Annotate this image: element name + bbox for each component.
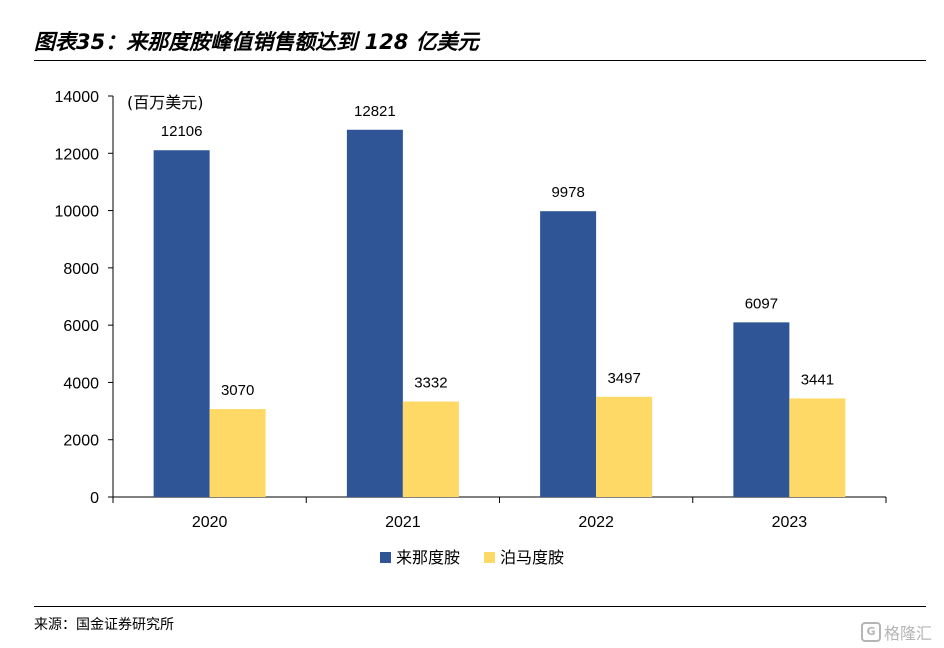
data-label: 3441 (801, 371, 834, 388)
legend-label: 泊马度胺 (500, 548, 564, 567)
bar (153, 150, 210, 497)
bar (789, 398, 846, 497)
x-tick-label: 2020 (192, 514, 228, 531)
watermark-logo-icon: G (860, 622, 881, 642)
x-tick-label: 2022 (578, 514, 614, 531)
legend: 来那度胺 泊马度胺 (380, 548, 564, 567)
legend-swatch (484, 552, 495, 563)
y-tick-label: 14000 (55, 89, 100, 106)
y-tick-label: 4000 (63, 375, 99, 392)
bar (346, 129, 403, 497)
y-tick-label: 10000 (55, 204, 100, 221)
y-tick-label: 6000 (63, 318, 99, 335)
x-tick-label: 2021 (385, 514, 421, 531)
data-label: 12106 (161, 123, 203, 140)
bar (540, 211, 597, 497)
chart-title: 图表35：来那度胺峰值销售额达到 128 亿美元 (34, 30, 479, 54)
data-label: 12821 (354, 103, 396, 120)
x-axis: 2020 2021 2022 2023 (112, 496, 887, 531)
legend-label: 来那度胺 (396, 548, 460, 567)
data-label: 9978 (551, 184, 584, 201)
y-axis: 0 2000 4000 6000 8000 10000 12000 14000 (55, 89, 114, 507)
y-tick-label: 8000 (63, 261, 99, 278)
source-note: 来源：国金证券研究所 (34, 617, 174, 633)
watermark: G 格隆汇 (860, 620, 932, 644)
title-divider (34, 60, 926, 61)
data-label: 6097 (745, 295, 778, 312)
data-label: 3497 (607, 370, 640, 387)
data-labels: 12106 12821 9978 6097 3070 3332 3497 3441 (161, 103, 834, 399)
data-label: 3332 (414, 375, 447, 392)
legend-swatch (380, 552, 391, 563)
y-tick-label: 12000 (55, 146, 100, 163)
data-label: 3070 (221, 382, 254, 399)
y-tick-label: 0 (90, 490, 99, 507)
footer-divider (34, 606, 926, 607)
watermark-text: 格隆汇 (883, 624, 932, 643)
bar (209, 409, 266, 497)
unit-label: (百万美元) (127, 93, 204, 112)
y-tick-label: 2000 (63, 433, 99, 450)
bars (153, 129, 846, 497)
bar (596, 396, 653, 497)
bar (733, 322, 790, 497)
bar (402, 401, 459, 497)
x-tick-label: 2023 (772, 514, 808, 531)
